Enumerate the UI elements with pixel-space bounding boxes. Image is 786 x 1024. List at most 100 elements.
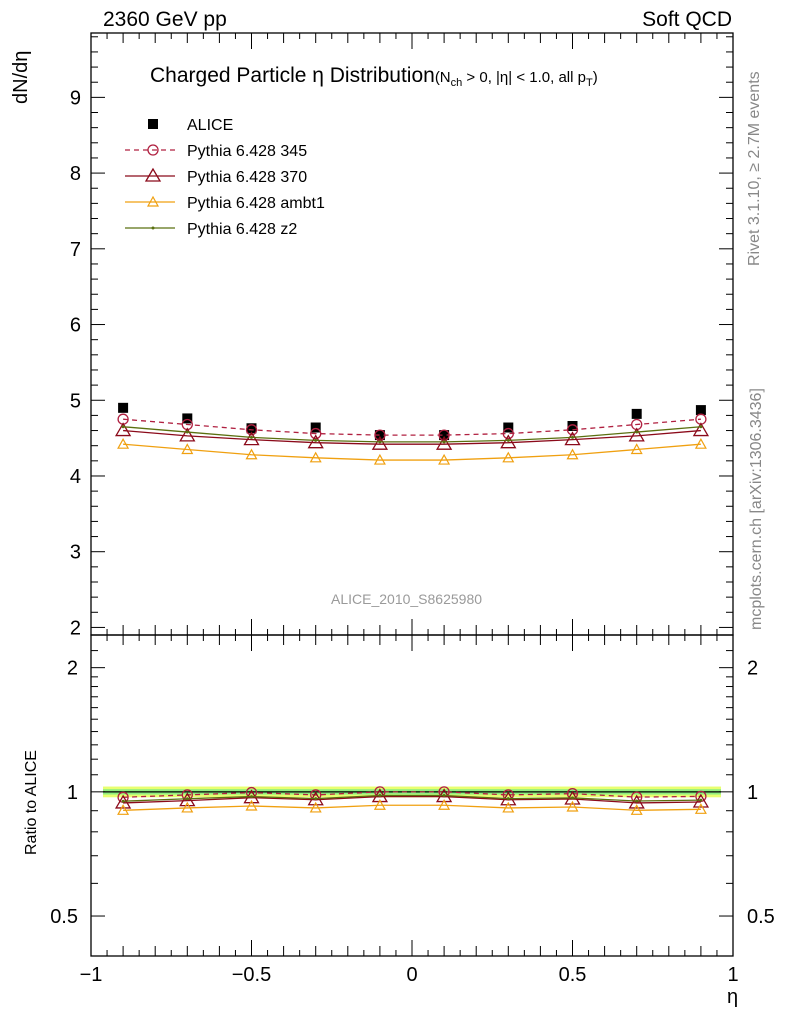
ratio-y-tick-label: 0.5	[50, 906, 78, 928]
ratio-point-ambt1	[181, 801, 194, 813]
ratio-point-z2	[442, 793, 446, 797]
title-main: Charged Particle η Distribution	[150, 64, 435, 87]
ratio-point-p370	[114, 794, 132, 809]
point-p345	[310, 427, 322, 440]
point-ambt1	[309, 451, 322, 463]
point-ambt1	[245, 448, 258, 460]
ratio-point-ambt1	[566, 800, 579, 812]
ratio-point-ambt1	[694, 803, 707, 814]
point-alice	[567, 421, 578, 432]
ratio-point-z2	[699, 798, 703, 802]
ratio-point-p370	[179, 792, 196, 807]
title-sub-ch: ch	[450, 77, 463, 89]
title-sub-part1: (N	[434, 69, 451, 86]
point-ambt1	[630, 443, 643, 455]
point-p345	[374, 429, 386, 441]
point-p345	[245, 424, 258, 436]
y-tick-label: 3	[70, 542, 81, 564]
point-alice	[695, 405, 706, 416]
legend-label-p370: Pythia 6.428 370	[187, 169, 307, 186]
point-p370	[371, 435, 389, 450]
point-z2	[250, 435, 253, 439]
ratio-line-p345	[123, 791, 701, 798]
point-z2	[699, 425, 703, 429]
point-ambt1	[181, 443, 194, 455]
point-alice	[182, 413, 193, 424]
point-alice	[503, 422, 514, 433]
ratio-point-z2	[185, 797, 189, 801]
x-tick-label: −1	[80, 964, 103, 986]
ratio-point-z2	[506, 797, 510, 801]
y-tick-label: 6	[70, 315, 81, 337]
legend-marker-ambt1	[146, 195, 160, 207]
point-alice	[631, 408, 642, 419]
ratio-point-ambt1	[438, 798, 451, 810]
point-p370	[307, 434, 324, 449]
title-sub-part2: > 0, |η| < 1.0, all p	[462, 69, 586, 86]
point-ambt1	[502, 451, 515, 463]
ratio-point-z2	[571, 796, 574, 800]
ratio-y-tick-label: 1	[67, 782, 78, 804]
x-tick-label: 1	[727, 964, 738, 986]
legend-label-z2: Pythia 6.428 z2	[187, 221, 297, 238]
y-tick-label: 7	[70, 239, 81, 261]
point-p370	[243, 431, 260, 446]
ratio-line-ambt1	[123, 804, 701, 811]
point-z2	[314, 438, 318, 442]
series-line-p345	[123, 418, 701, 436]
point-p370	[435, 435, 453, 450]
legend-label-p345: Pythia 6.428 345	[187, 143, 307, 160]
point-p345	[566, 424, 579, 436]
x-tick-label: 0	[406, 964, 417, 986]
point-ambt1	[566, 448, 579, 460]
ratio-point-z2	[378, 793, 382, 797]
ratio-point-ambt1	[502, 801, 515, 813]
series-line-ambt1	[123, 443, 701, 461]
ratio-point-ambt1	[245, 799, 258, 811]
point-z2	[506, 438, 510, 442]
legend-marker-z2	[151, 226, 155, 230]
point-ambt1	[117, 437, 130, 449]
title-sub-t: T	[585, 77, 593, 89]
ratio-point-ambt1	[309, 801, 322, 813]
ratio-y-tick-label-right: 0.5	[747, 906, 775, 928]
point-alice	[310, 422, 321, 433]
ratio-y-tick-label-right: 1	[747, 782, 758, 804]
title-sub-part3: )	[592, 69, 598, 86]
header-right: Soft QCD	[642, 8, 732, 31]
point-alice	[439, 430, 450, 441]
point-alice	[374, 430, 385, 441]
point-p370	[179, 427, 196, 442]
ratio-point-ambt1	[630, 804, 643, 815]
legend-label-alice: ALICE	[187, 117, 233, 134]
point-ambt1	[694, 437, 707, 449]
point-p370	[500, 434, 517, 449]
point-z2	[121, 425, 125, 429]
ratio-point-ambt1	[117, 804, 130, 815]
point-p370	[564, 431, 581, 446]
point-alice	[246, 423, 257, 434]
point-alice	[118, 402, 129, 413]
series-line-p370	[123, 429, 701, 445]
plot-title: Charged Particle η Distribution(Nch > 0,…	[150, 64, 598, 89]
ratio-y-tick-label: 2	[67, 658, 78, 680]
ratio-point-z2	[314, 797, 318, 801]
legend-marker-p370	[144, 167, 162, 182]
ratio-y-tick-label-right: 2	[747, 658, 758, 680]
point-ambt1	[373, 453, 386, 465]
ratio-point-z2	[250, 795, 253, 799]
ratio-point-ambt1	[373, 798, 386, 810]
header-left: 2360 GeV pp	[103, 8, 227, 31]
x-tick-label: 0.5	[559, 964, 587, 986]
point-p370	[628, 427, 645, 442]
legend-marker-alice	[148, 119, 158, 129]
y-tick-label: 2	[70, 617, 81, 639]
title-sub: (Nch > 0, |η| < 1.0, all pT)	[434, 69, 598, 89]
point-p345	[502, 427, 514, 440]
point-z2	[635, 430, 639, 434]
ratio-point-z2	[121, 799, 125, 803]
point-ambt1	[438, 453, 451, 465]
y-tick-label: 9	[70, 87, 81, 109]
point-z2	[571, 435, 574, 439]
